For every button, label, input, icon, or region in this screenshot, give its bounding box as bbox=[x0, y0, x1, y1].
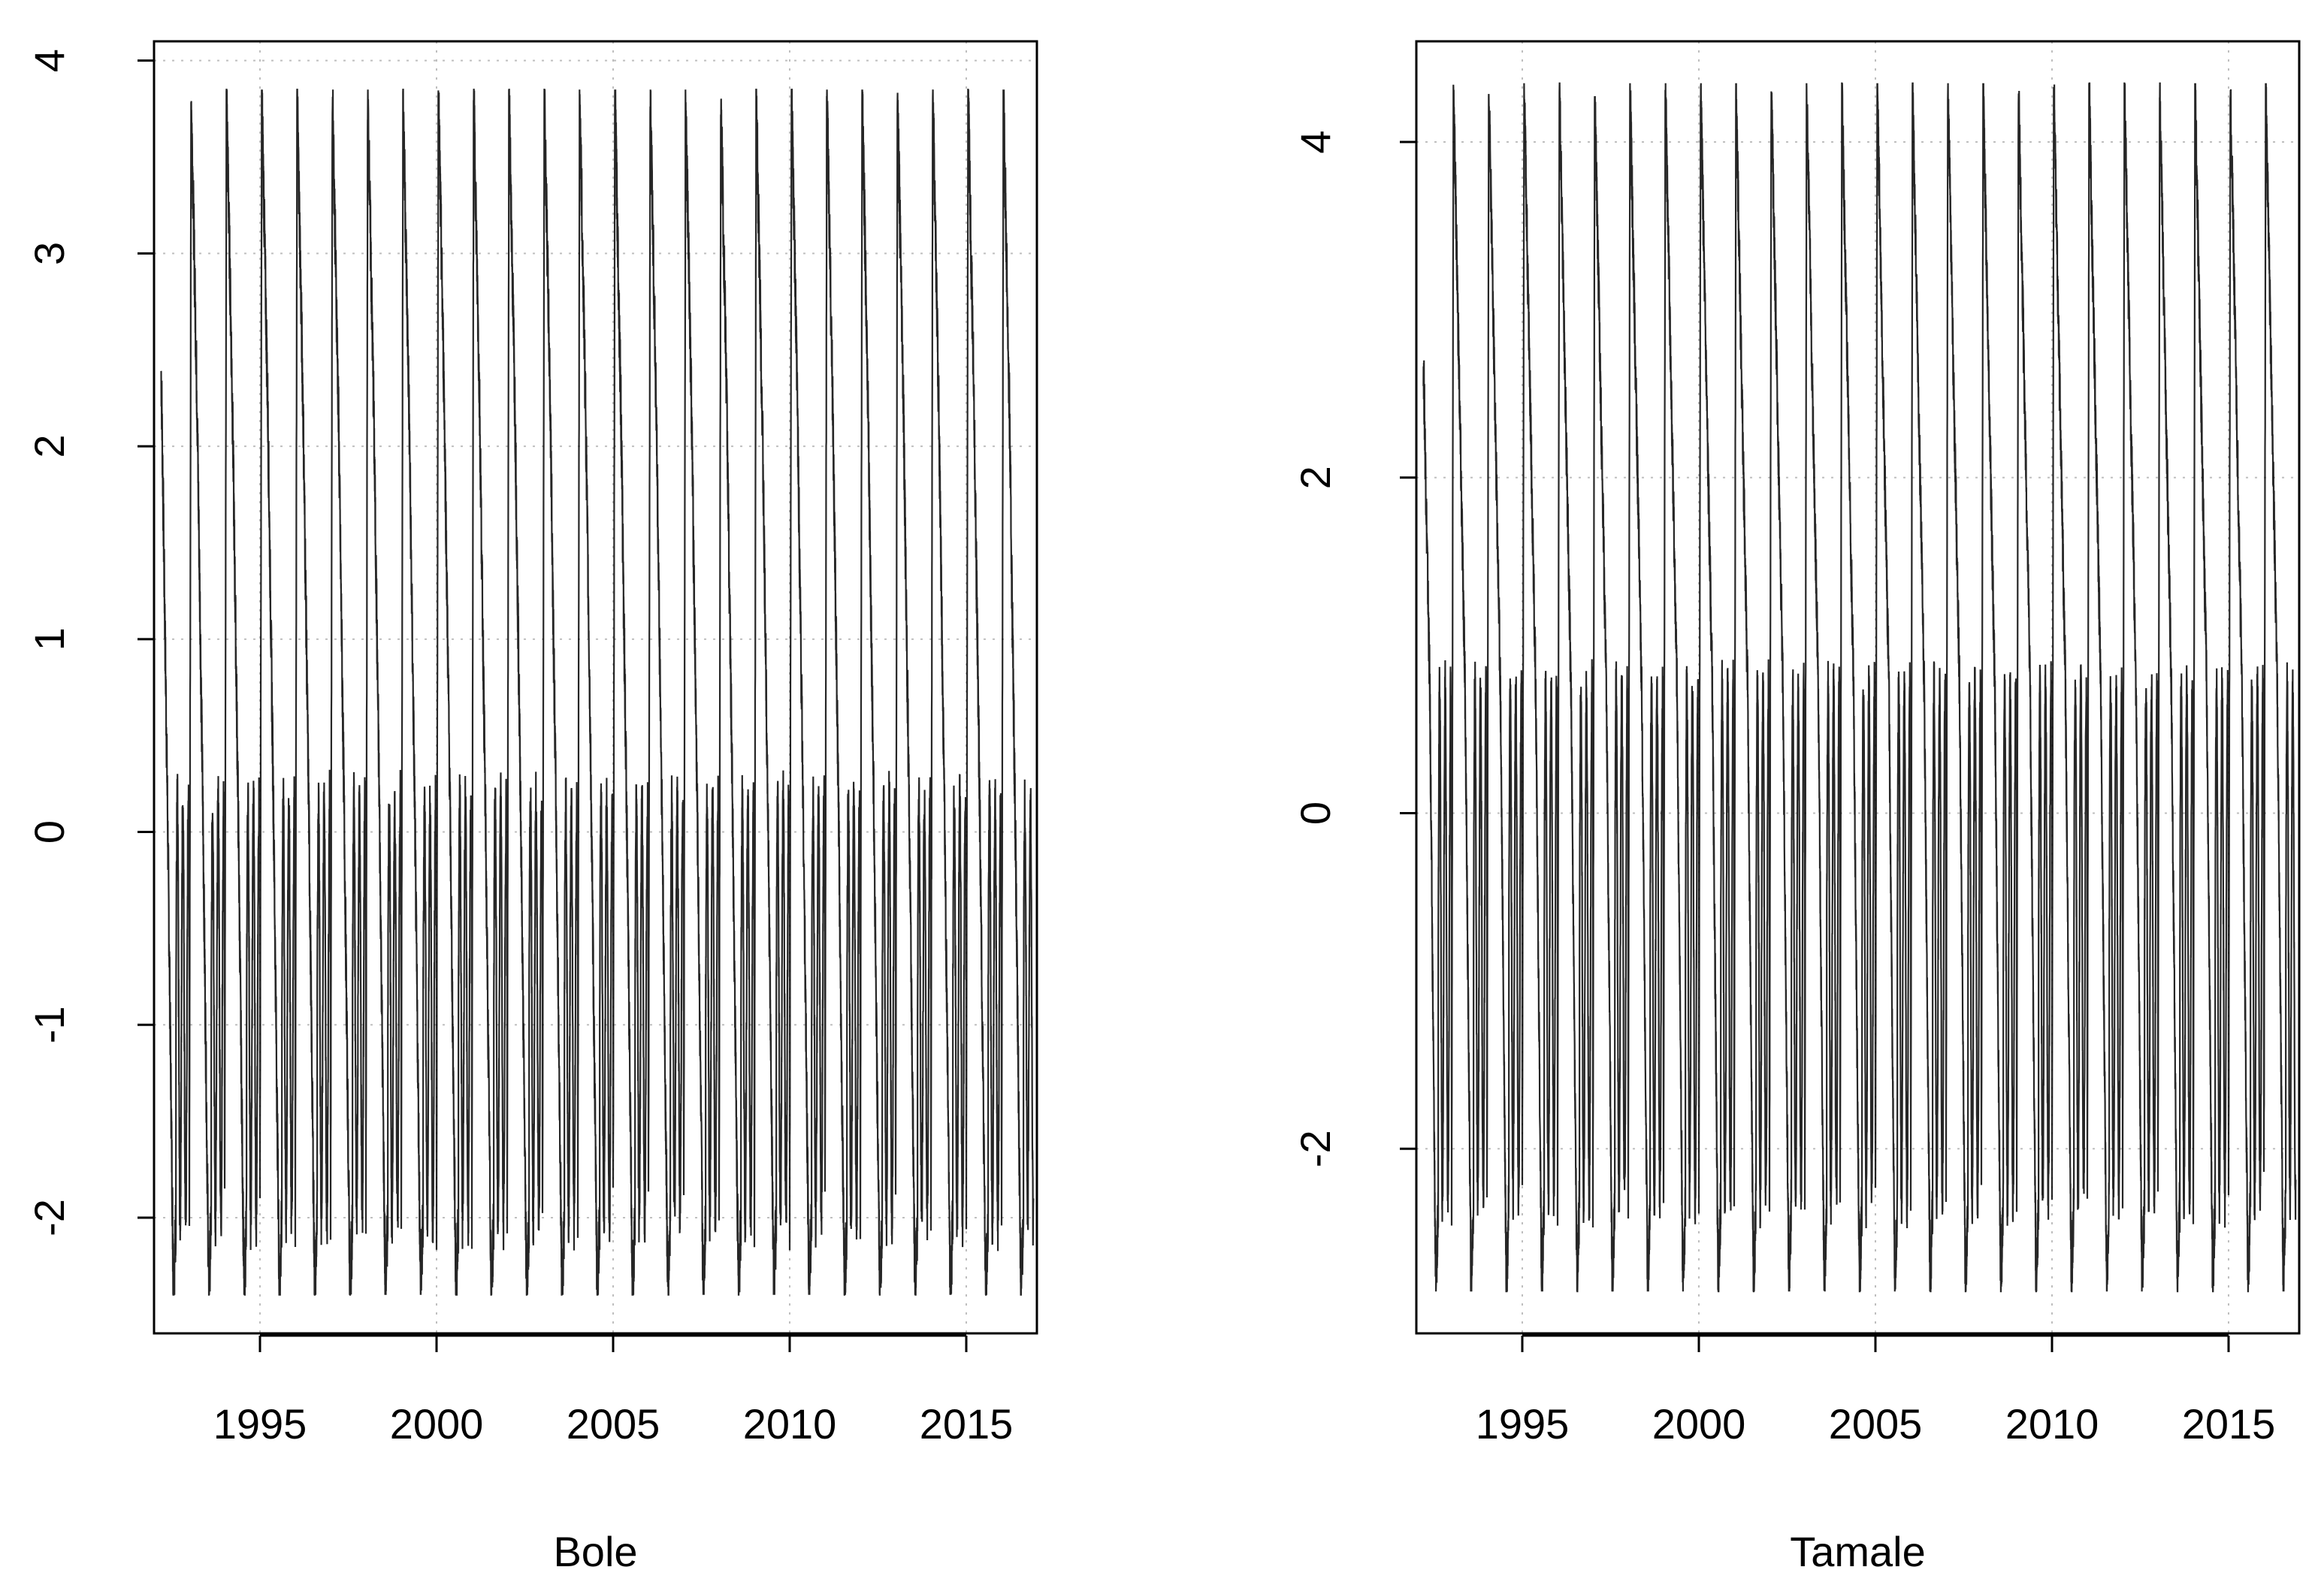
bole-y-tick-label-0: 0 bbox=[26, 820, 73, 844]
bole-y-tick-label--2: -2 bbox=[26, 1199, 73, 1236]
tamale-plot-frame bbox=[1415, 40, 2301, 1335]
tamale-y-tick-label-2: 2 bbox=[1292, 466, 1339, 489]
bole-x-tick-label-2010: 2010 bbox=[743, 1400, 837, 1448]
tamale-x-tick-label-2005: 2005 bbox=[1829, 1400, 1923, 1448]
tamale-y-axis: -2 0 2 4 bbox=[1292, 130, 1416, 1167]
tamale-series-line-0 bbox=[1422, 82, 2297, 1293]
bole-x-tick-label-2005: 2005 bbox=[567, 1400, 660, 1448]
tamale-panel: 1995 2000 2005 2010 2015 -2 0 2 4 Tamale bbox=[1292, 40, 2301, 1575]
tamale-x-tick-label-1995: 1995 bbox=[1476, 1400, 1570, 1448]
bole-y-tick-label-1: 1 bbox=[26, 627, 73, 651]
tamale-series bbox=[1422, 82, 2297, 1293]
bole-x-tick-label-2015: 2015 bbox=[920, 1400, 1014, 1448]
bole-y-tick-label--1: -1 bbox=[26, 1006, 73, 1043]
bole-x-axis-label: Bole bbox=[553, 1528, 637, 1575]
bole-plot-frame bbox=[153, 40, 1038, 1335]
bole-series bbox=[160, 89, 1035, 1296]
bole-y-tick-label-3: 3 bbox=[26, 242, 73, 265]
bole-panel: 1995 2000 2005 2010 2015 -2 -1 0 1 2 3 4 Bole bbox=[26, 40, 1038, 1575]
tamale-x-axis: 1995 2000 2005 2010 2015 bbox=[1476, 1334, 2276, 1448]
bole-y-tick-label-2: 2 bbox=[26, 435, 73, 458]
bole-y-axis: -2 -1 0 1 2 3 4 bbox=[26, 49, 154, 1236]
tamale-x-tick-label-2015: 2015 bbox=[2182, 1400, 2276, 1448]
tamale-y-tick-label-4: 4 bbox=[1292, 130, 1339, 153]
tamale-y-tick-label--2: -2 bbox=[1292, 1130, 1339, 1167]
tamale-x-tick-label-2000: 2000 bbox=[1652, 1400, 1746, 1448]
tamale-y-tick-label-0: 0 bbox=[1292, 802, 1339, 825]
bole-x-tick-label-2000: 2000 bbox=[390, 1400, 484, 1448]
bole-x-tick-label-1995: 1995 bbox=[213, 1400, 307, 1448]
bole-series-line-0 bbox=[160, 89, 1035, 1296]
tamale-x-tick-label-2010: 2010 bbox=[2005, 1400, 2099, 1448]
bole-x-axis: 1995 2000 2005 2010 2015 bbox=[213, 1334, 1014, 1448]
tamale-x-axis-label: Tamale bbox=[1790, 1528, 1926, 1575]
bole-y-tick-label-4: 4 bbox=[26, 49, 73, 72]
